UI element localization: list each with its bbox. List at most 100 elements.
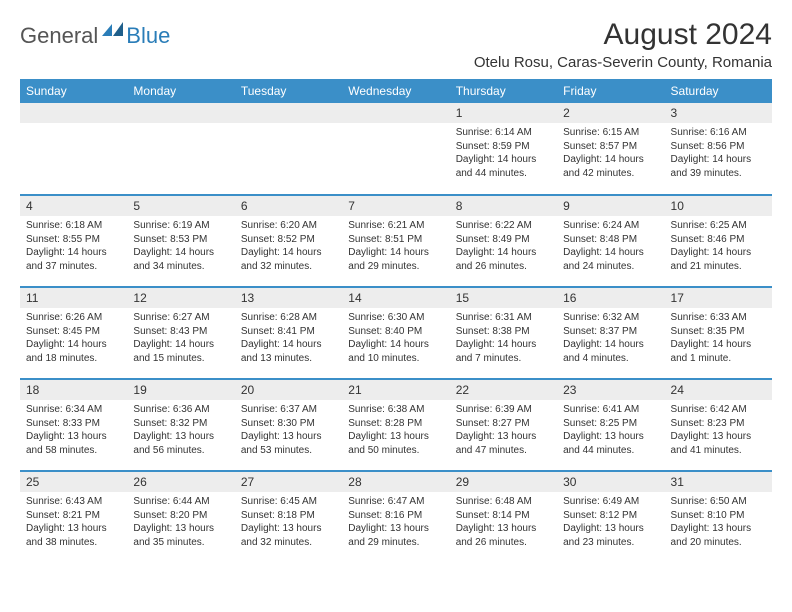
sunrise-text: Sunrise: 6:47 AM	[348, 495, 443, 509]
day-cell: 25 Sunrise: 6:43 AMSunset: 8:21 PMDayligh…	[20, 471, 127, 563]
day-number: 22	[450, 380, 557, 400]
daylight-text: Daylight: 13 hours and 26 minutes.	[456, 522, 551, 549]
day-number: 2	[557, 103, 664, 123]
week-row: 4Sunrise: 6:18 AMSunset: 8:55 PMDaylight…	[20, 195, 772, 287]
sunset-text: Sunset: 8:30 PM	[241, 417, 336, 431]
day-details: Sunrise: 6:19 AMSunset: 8:53 PMDaylight:…	[127, 216, 234, 277]
day-number: 10	[665, 196, 772, 216]
sunrise-text: Sunrise: 6:49 AM	[563, 495, 658, 509]
day-cell: 20Sunrise: 6:37 AMSunset: 8:30 PMDayligh…	[235, 379, 342, 471]
daylight-text: Daylight: 13 hours and 23 minutes.	[563, 522, 658, 549]
day-cell	[20, 103, 127, 195]
day-number	[342, 103, 449, 123]
sunrise-text: Sunrise: 6:28 AM	[241, 311, 336, 325]
day-number	[235, 103, 342, 123]
day-cell: 10Sunrise: 6:25 AMSunset: 8:46 PMDayligh…	[665, 195, 772, 287]
sunset-text: Sunset: 8:14 PM	[456, 509, 551, 523]
sunset-text: Sunset: 8:55 PM	[26, 233, 121, 247]
day-details: Sunrise: 6:20 AMSunset: 8:52 PMDaylight:…	[235, 216, 342, 277]
day-number: 26	[127, 472, 234, 492]
day-number: 7	[342, 196, 449, 216]
day-cell: 3Sunrise: 6:16 AMSunset: 8:56 PMDaylight…	[665, 103, 772, 195]
day-details: Sunrise: 6:38 AMSunset: 8:28 PMDaylight:…	[342, 400, 449, 461]
daylight-text: Daylight: 13 hours and 32 minutes.	[241, 522, 336, 549]
week-row: 1Sunrise: 6:14 AMSunset: 8:59 PMDaylight…	[20, 103, 772, 195]
sunrise-text: Sunrise: 6:18 AM	[26, 219, 121, 233]
sunrise-text: Sunrise: 6:44 AM	[133, 495, 228, 509]
sunset-text: Sunset: 8:48 PM	[563, 233, 658, 247]
day-number: 1	[450, 103, 557, 123]
day-details: Sunrise: 6:22 AMSunset: 8:49 PMDaylight:…	[450, 216, 557, 277]
day-cell: 22Sunrise: 6:39 AMSunset: 8:27 PMDayligh…	[450, 379, 557, 471]
week-row: 25Sunrise: 6:43 AMSunset: 8:21 PMDayligh…	[20, 471, 772, 563]
sunrise-text: Sunrise: 6:22 AM	[456, 219, 551, 233]
daylight-text: Daylight: 14 hours and 42 minutes.	[563, 153, 658, 180]
day-number: 5	[127, 196, 234, 216]
day-header: Wednesday	[342, 79, 449, 103]
daylight-text: Daylight: 14 hours and 21 minutes.	[671, 246, 766, 273]
daylight-text: Daylight: 14 hours and 18 minutes.	[26, 338, 121, 365]
sunset-text: Sunset: 8:21 PM	[26, 509, 121, 523]
day-details: Sunrise: 6:50 AMSunset: 8:10 PMDaylight:…	[665, 492, 772, 553]
sunrise-text: Sunrise: 6:33 AM	[671, 311, 766, 325]
day-cell: 12Sunrise: 6:27 AMSunset: 8:43 PMDayligh…	[127, 287, 234, 379]
day-cell	[127, 103, 234, 195]
day-cell: 6Sunrise: 6:20 AMSunset: 8:52 PMDaylight…	[235, 195, 342, 287]
sunset-text: Sunset: 8:53 PM	[133, 233, 228, 247]
sunrise-text: Sunrise: 6:20 AM	[241, 219, 336, 233]
sunset-text: Sunset: 8:41 PM	[241, 325, 336, 339]
day-number: 15	[450, 288, 557, 308]
daylight-text: Daylight: 14 hours and 37 minutes.	[26, 246, 121, 273]
day-header-row: Sunday Monday Tuesday Wednesday Thursday…	[20, 79, 772, 103]
sunrise-text: Sunrise: 6:42 AM	[671, 403, 766, 417]
day-number: 28	[342, 472, 449, 492]
day-number: 21	[342, 380, 449, 400]
day-details: Sunrise: 6:24 AMSunset: 8:48 PMDaylight:…	[557, 216, 664, 277]
calendar-table: Sunday Monday Tuesday Wednesday Thursday…	[20, 79, 772, 563]
sunset-text: Sunset: 8:52 PM	[241, 233, 336, 247]
day-number: 23	[557, 380, 664, 400]
sunrise-text: Sunrise: 6:34 AM	[26, 403, 121, 417]
day-details: Sunrise: 6:21 AMSunset: 8:51 PMDaylight:…	[342, 216, 449, 277]
day-details: Sunrise: 6:15 AMSunset: 8:57 PMDaylight:…	[557, 123, 664, 184]
day-details: Sunrise: 6:14 AMSunset: 8:59 PMDaylight:…	[450, 123, 557, 184]
daylight-text: Daylight: 13 hours and 35 minutes.	[133, 522, 228, 549]
sunset-text: Sunset: 8:59 PM	[456, 140, 551, 154]
day-details: Sunrise: 6:49 AMSunset: 8:12 PMDaylight:…	[557, 492, 664, 553]
week-row: 11Sunrise: 6:26 AMSunset: 8:45 PMDayligh…	[20, 287, 772, 379]
sunset-text: Sunset: 8:27 PM	[456, 417, 551, 431]
day-number: 29	[450, 472, 557, 492]
day-header: Sunday	[20, 79, 127, 103]
day-details: Sunrise: 6:25 AMSunset: 8:46 PMDaylight:…	[665, 216, 772, 277]
sunset-text: Sunset: 8:45 PM	[26, 325, 121, 339]
day-number: 14	[342, 288, 449, 308]
logo-text-1: General	[20, 23, 98, 49]
daylight-text: Daylight: 13 hours and 38 minutes.	[26, 522, 121, 549]
day-cell: 16Sunrise: 6:32 AMSunset: 8:37 PMDayligh…	[557, 287, 664, 379]
day-details: Sunrise: 6:16 AMSunset: 8:56 PMDaylight:…	[665, 123, 772, 184]
daylight-text: Daylight: 14 hours and 34 minutes.	[133, 246, 228, 273]
day-number: 13	[235, 288, 342, 308]
day-details: Sunrise: 6:28 AMSunset: 8:41 PMDaylight:…	[235, 308, 342, 369]
day-cell: 23Sunrise: 6:41 AMSunset: 8:25 PMDayligh…	[557, 379, 664, 471]
sunrise-text: Sunrise: 6:25 AM	[671, 219, 766, 233]
sunset-text: Sunset: 8:10 PM	[671, 509, 766, 523]
sunrise-text: Sunrise: 6:39 AM	[456, 403, 551, 417]
sunrise-text: Sunrise: 6:26 AM	[26, 311, 121, 325]
daylight-text: Daylight: 14 hours and 15 minutes.	[133, 338, 228, 365]
sunset-text: Sunset: 8:16 PM	[348, 509, 443, 523]
daylight-text: Daylight: 13 hours and 20 minutes.	[671, 522, 766, 549]
sunrise-text: Sunrise: 6:45 AM	[241, 495, 336, 509]
sunrise-text: Sunrise: 6:43 AM	[26, 495, 121, 509]
day-details: Sunrise: 6:31 AMSunset: 8:38 PMDaylight:…	[450, 308, 557, 369]
day-cell: 28Sunrise: 6:47 AMSunset: 8:16 PMDayligh…	[342, 471, 449, 563]
day-cell: 13Sunrise: 6:28 AMSunset: 8:41 PMDayligh…	[235, 287, 342, 379]
daylight-text: Daylight: 14 hours and 29 minutes.	[348, 246, 443, 273]
sunset-text: Sunset: 8:12 PM	[563, 509, 658, 523]
week-row: 18Sunrise: 6:34 AMSunset: 8:33 PMDayligh…	[20, 379, 772, 471]
day-number: 25	[20, 472, 127, 492]
daylight-text: Daylight: 14 hours and 39 minutes.	[671, 153, 766, 180]
day-number: 11	[20, 288, 127, 308]
daylight-text: Daylight: 14 hours and 44 minutes.	[456, 153, 551, 180]
day-details: Sunrise: 6:47 AMSunset: 8:16 PMDaylight:…	[342, 492, 449, 553]
